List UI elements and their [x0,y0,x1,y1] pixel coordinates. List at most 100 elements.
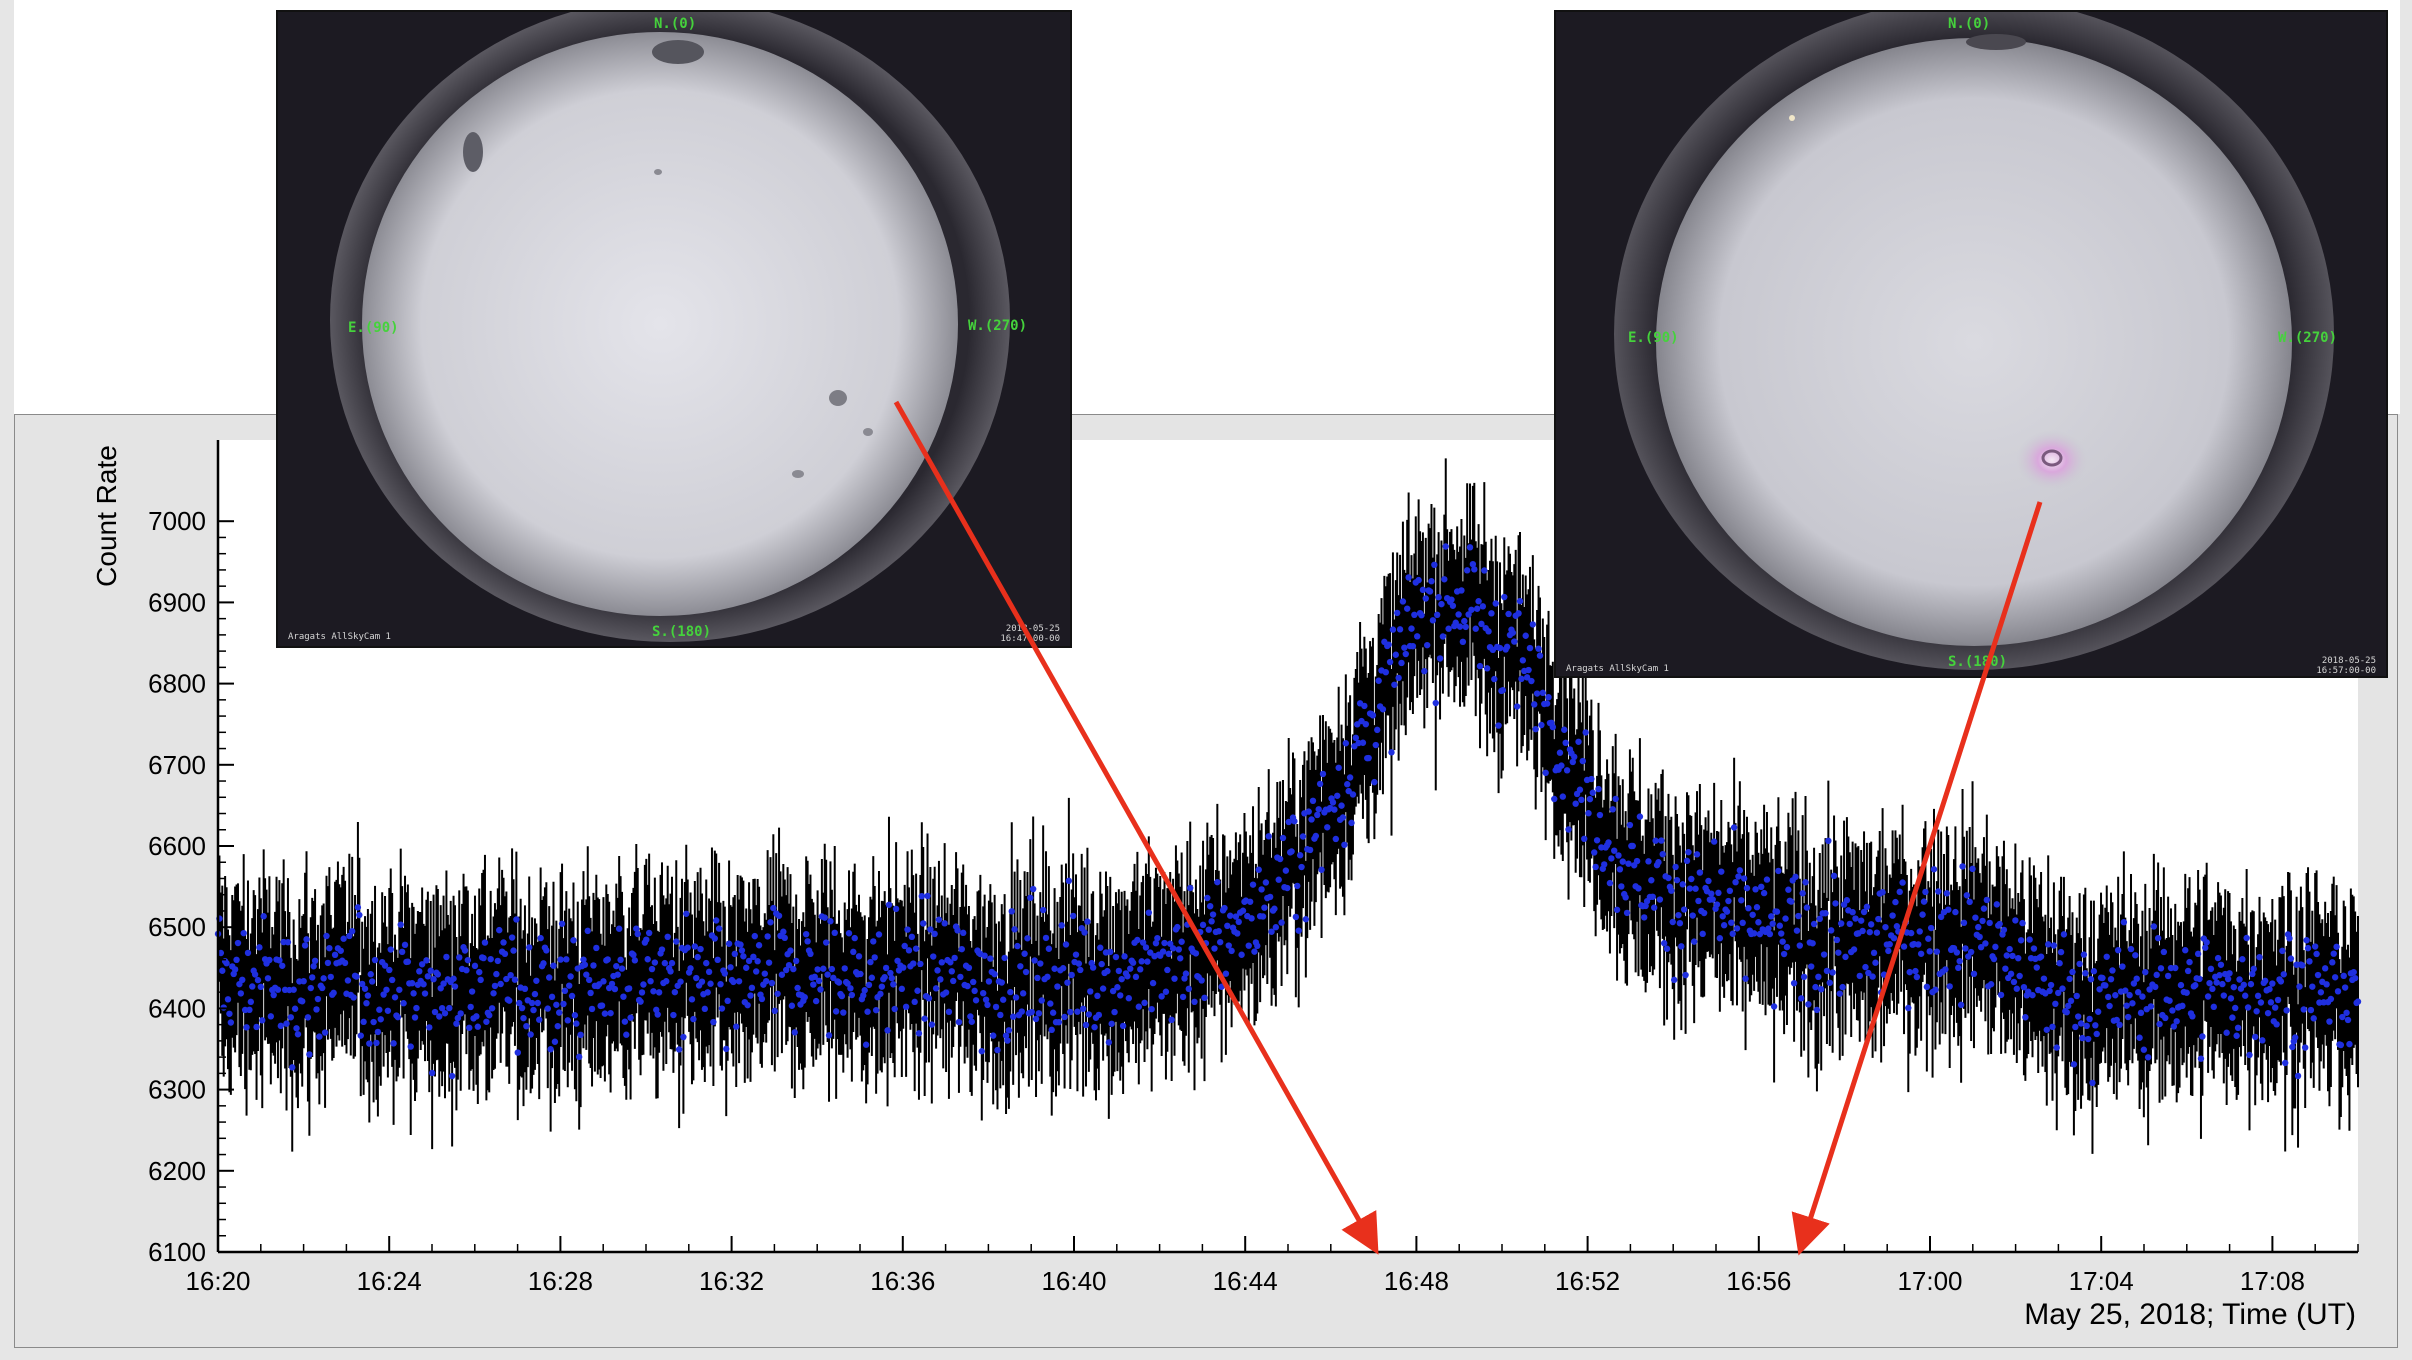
data-point [2304,944,2312,952]
data-point [2046,987,2053,995]
data-point [1112,953,1120,961]
data-point [1723,908,1731,915]
data-point [488,1005,496,1012]
data-point [2289,1043,2296,1051]
data-point [1081,929,1088,936]
data-point [2162,1014,2169,1022]
data-point [807,950,814,958]
data-point [1689,912,1696,919]
data-point [1735,873,1742,880]
data-point [1312,832,1320,840]
data-point [2055,989,2062,997]
data-point [473,1013,480,1020]
data-point [1074,1008,1081,1015]
data-point [703,959,710,967]
data-point [1361,702,1368,710]
data-point [1673,876,1681,884]
data-point [1255,866,1262,873]
data-point [253,1023,260,1031]
data-point [2122,987,2129,994]
data-point [1983,896,1991,904]
data-point [1699,930,1706,938]
data-point [1362,720,1370,728]
data-point [1082,1021,1090,1029]
data-point [1927,924,1935,932]
data-point [217,949,225,957]
data-point [246,1006,253,1014]
data-point [383,986,390,993]
data-point [2242,992,2249,999]
data-point [937,976,944,983]
data-point [487,955,494,963]
y-tick-label: 6900 [148,587,206,617]
data-point [1198,977,1205,984]
data-point [1986,919,1993,927]
data-point [935,916,943,923]
data-point [1890,934,1898,942]
data-point [1042,934,1050,942]
data-point [1926,948,1933,955]
data-point [2354,998,2362,1005]
data-point [1518,675,1525,683]
data-point [544,1005,551,1012]
data-point [2139,993,2146,1000]
data-point [1365,754,1372,762]
data-point [1216,938,1224,946]
data-point [446,1004,453,1012]
data-point [340,935,347,942]
data-point [911,998,918,1006]
data-point [1578,796,1585,804]
data-point [2344,1016,2352,1024]
data-point [1034,974,1041,982]
data-point [516,999,523,1007]
data-point [1710,838,1718,845]
data-point [1828,927,1835,934]
data-point [518,1004,526,1012]
data-point [744,1001,751,1009]
data-point [1461,617,1468,625]
data-point [1969,865,1976,873]
data-point [844,980,851,987]
data-point [2309,983,2316,990]
data-point [1992,943,1999,951]
data-point [1395,674,1402,682]
data-point [327,973,334,981]
data-point [1007,988,1014,996]
data-point [508,934,516,941]
data-point [571,1012,579,1019]
data-point [1141,999,1148,1007]
data-point [1670,976,1678,984]
data-point [1875,915,1882,923]
data-point [561,987,569,995]
data-point [1029,885,1037,893]
data-point [1862,963,1869,971]
data-point [2022,1014,2029,1021]
data-point [1645,858,1652,865]
data-point [1877,989,1885,996]
camera-1-timestamp: 2018-05-25 16:47:00-00 [1000,624,1060,644]
data-point [2214,954,2222,962]
data-point [1798,995,1805,1002]
data-point [1572,800,1579,807]
data-point [2030,945,2038,952]
data-point [1946,983,1953,990]
data-point [780,928,787,935]
data-point [838,992,846,1000]
data-point [2210,1003,2218,1011]
data-point [2277,978,2285,985]
data-point [226,1010,233,1017]
data-point [1298,863,1305,871]
data-point [249,983,256,990]
data-point [1465,611,1472,618]
data-point [1728,919,1735,926]
data-point [2114,946,2122,954]
data-point [2321,965,2329,972]
data-point [2099,974,2106,982]
camera-1-time: 16:47:00-00 [1000,634,1060,644]
data-point [964,982,971,990]
data-point [1693,851,1701,858]
data-point [284,938,292,946]
data-point [1199,921,1207,929]
data-point [1348,819,1355,827]
data-point [1439,633,1447,640]
